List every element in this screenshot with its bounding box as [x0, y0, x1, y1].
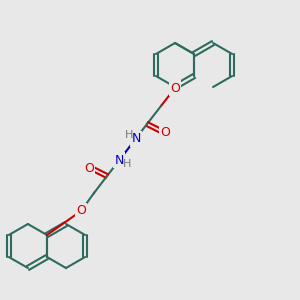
Text: N: N	[114, 154, 124, 166]
Text: O: O	[160, 125, 170, 139]
Text: N: N	[131, 133, 141, 146]
Text: O: O	[170, 82, 180, 94]
Text: O: O	[76, 205, 86, 218]
Text: H: H	[125, 130, 133, 140]
Text: H: H	[123, 159, 131, 169]
Text: O: O	[84, 161, 94, 175]
